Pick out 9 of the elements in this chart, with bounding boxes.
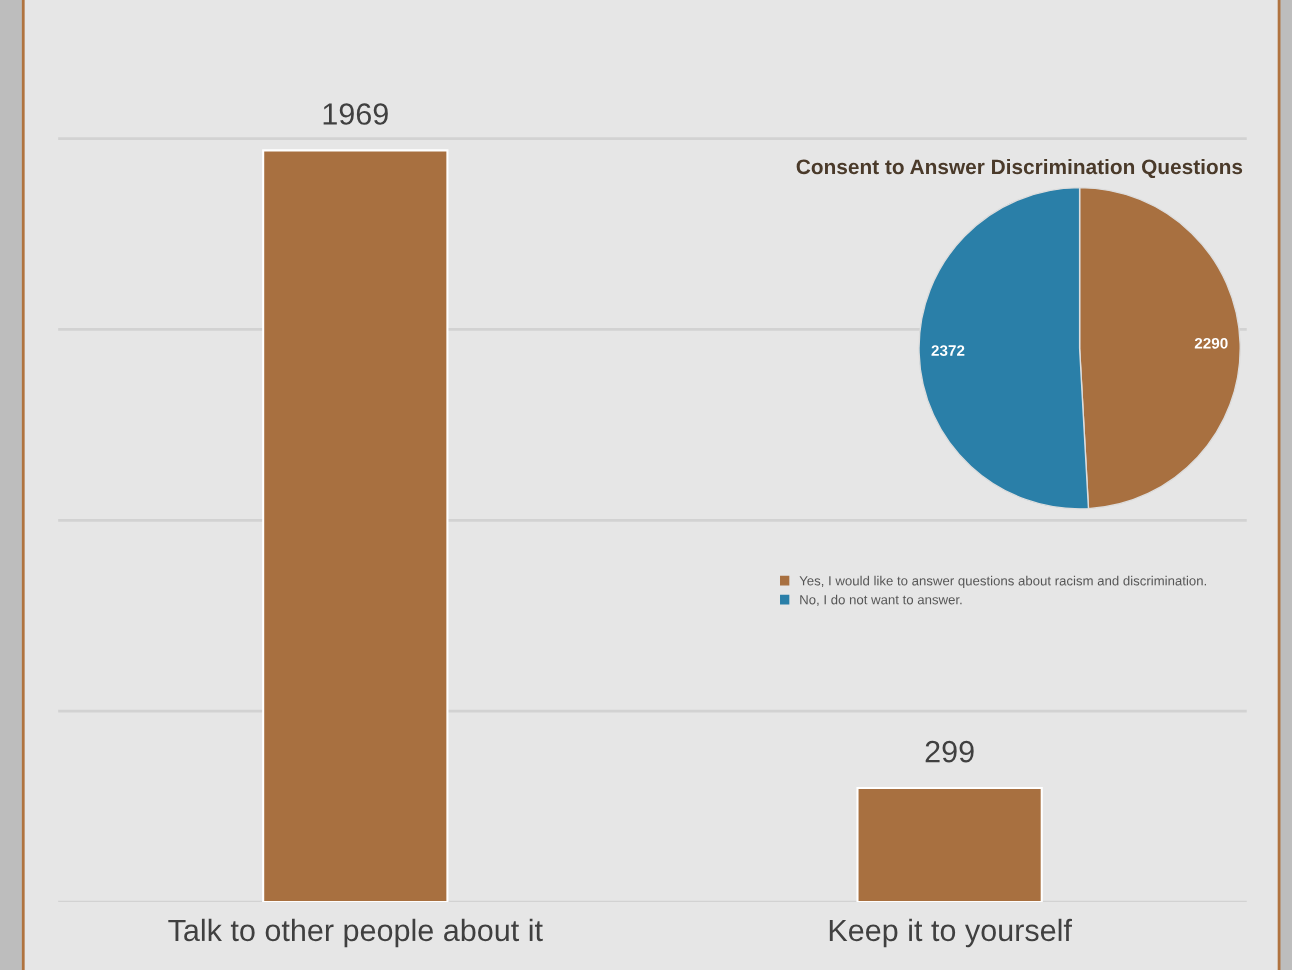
legend-label: Yes, I would like to answer questions about racism and discrimination.	[799, 575, 1207, 589]
data-label: 299	[925, 740, 974, 763]
legend-label: No, I do not want to answer.	[800, 594, 962, 606]
x-tick-label: Talk to other people about it	[168, 918, 543, 948]
data-label: 2290	[1194, 337, 1228, 349]
data-label: 2372	[931, 345, 965, 357]
x-tick-label: Keep it to yourself	[829, 918, 1072, 948]
data-label: 1969	[323, 103, 388, 125]
chart-title: Consent to Answer Discrimination Questions	[796, 158, 1243, 179]
